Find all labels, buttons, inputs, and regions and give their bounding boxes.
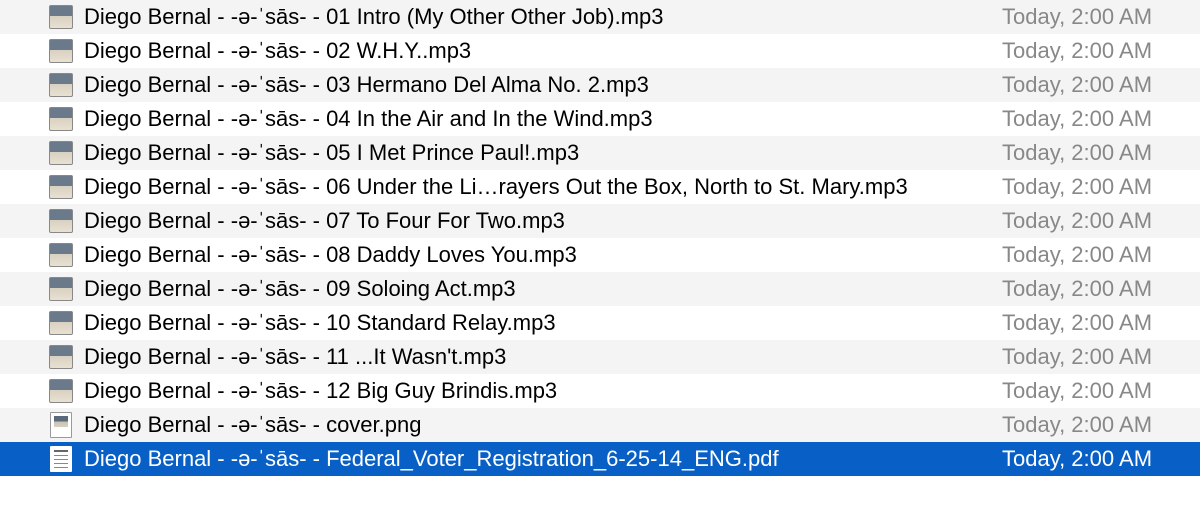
mp3-file-icon: [48, 38, 74, 64]
file-name: Diego Bernal - -ə-ˈsās- - 07 To Four For…: [84, 208, 1002, 234]
file-name: Diego Bernal - -ə-ˈsās- - cover.png: [84, 412, 1002, 438]
file-date: Today, 2:00 AM: [1002, 208, 1182, 234]
file-name: Diego Bernal - -ə-ˈsās- - 03 Hermano Del…: [84, 72, 1002, 98]
file-date: Today, 2:00 AM: [1002, 412, 1182, 438]
file-row[interactable]: Diego Bernal - -ə-ˈsās- - 06 Under the L…: [0, 170, 1200, 204]
mp3-file-icon: [48, 378, 74, 404]
mp3-file-icon: [48, 344, 74, 370]
file-date: Today, 2:00 AM: [1002, 72, 1182, 98]
file-name: Diego Bernal - -ə-ˈsās- - 08 Daddy Loves…: [84, 242, 1002, 268]
file-row[interactable]: Diego Bernal - -ə-ˈsās- - cover.pngToday…: [0, 408, 1200, 442]
file-name: Diego Bernal - -ə-ˈsās- - 12 Big Guy Bri…: [84, 378, 1002, 404]
mp3-file-icon: [48, 140, 74, 166]
file-date: Today, 2:00 AM: [1002, 276, 1182, 302]
file-date: Today, 2:00 AM: [1002, 344, 1182, 370]
file-name: Diego Bernal - -ə-ˈsās- - 06 Under the L…: [84, 174, 1002, 200]
file-name: Diego Bernal - -ə-ˈsās- - 09 Soloing Act…: [84, 276, 1002, 302]
mp3-file-icon: [48, 242, 74, 268]
file-row[interactable]: Diego Bernal - -ə-ˈsās- - 12 Big Guy Bri…: [0, 374, 1200, 408]
file-name: Diego Bernal - -ə-ˈsās- - 04 In the Air …: [84, 106, 1002, 132]
file-list: Diego Bernal - -ə-ˈsās- - 01 Intro (My O…: [0, 0, 1200, 476]
mp3-file-icon: [48, 174, 74, 200]
file-date: Today, 2:00 AM: [1002, 242, 1182, 268]
file-name: Diego Bernal - -ə-ˈsās- - 01 Intro (My O…: [84, 4, 1002, 30]
png-file-icon: [48, 412, 74, 438]
file-row[interactable]: Diego Bernal - -ə-ˈsās- - 07 To Four For…: [0, 204, 1200, 238]
mp3-file-icon: [48, 106, 74, 132]
file-row[interactable]: Diego Bernal - -ə-ˈsās- - 03 Hermano Del…: [0, 68, 1200, 102]
file-row[interactable]: Diego Bernal - -ə-ˈsās- - 11 ...It Wasn'…: [0, 340, 1200, 374]
file-row[interactable]: Diego Bernal - -ə-ˈsās- - 10 Standard Re…: [0, 306, 1200, 340]
file-date: Today, 2:00 AM: [1002, 140, 1182, 166]
file-row[interactable]: Diego Bernal - -ə-ˈsās- - Federal_Voter_…: [0, 442, 1200, 476]
file-row[interactable]: Diego Bernal - -ə-ˈsās- - 05 I Met Princ…: [0, 136, 1200, 170]
file-row[interactable]: Diego Bernal - -ə-ˈsās- - 01 Intro (My O…: [0, 0, 1200, 34]
file-row[interactable]: Diego Bernal - -ə-ˈsās- - 02 W.H.Y..mp3T…: [0, 34, 1200, 68]
file-date: Today, 2:00 AM: [1002, 310, 1182, 336]
file-name: Diego Bernal - -ə-ˈsās- - 11 ...It Wasn'…: [84, 344, 1002, 370]
file-name: Diego Bernal - -ə-ˈsās- - 02 W.H.Y..mp3: [84, 38, 1002, 64]
file-name: Diego Bernal - -ə-ˈsās- - 05 I Met Princ…: [84, 140, 1002, 166]
file-date: Today, 2:00 AM: [1002, 38, 1182, 64]
mp3-file-icon: [48, 208, 74, 234]
file-date: Today, 2:00 AM: [1002, 446, 1182, 472]
mp3-file-icon: [48, 4, 74, 30]
mp3-file-icon: [48, 276, 74, 302]
mp3-file-icon: [48, 72, 74, 98]
file-row[interactable]: Diego Bernal - -ə-ˈsās- - 08 Daddy Loves…: [0, 238, 1200, 272]
file-date: Today, 2:00 AM: [1002, 4, 1182, 30]
file-date: Today, 2:00 AM: [1002, 106, 1182, 132]
file-date: Today, 2:00 AM: [1002, 378, 1182, 404]
mp3-file-icon: [48, 310, 74, 336]
pdf-file-icon: [48, 446, 74, 472]
file-name: Diego Bernal - -ə-ˈsās- - Federal_Voter_…: [84, 446, 1002, 472]
file-row[interactable]: Diego Bernal - -ə-ˈsās- - 04 In the Air …: [0, 102, 1200, 136]
file-name: Diego Bernal - -ə-ˈsās- - 10 Standard Re…: [84, 310, 1002, 336]
file-row[interactable]: Diego Bernal - -ə-ˈsās- - 09 Soloing Act…: [0, 272, 1200, 306]
file-date: Today, 2:00 AM: [1002, 174, 1182, 200]
